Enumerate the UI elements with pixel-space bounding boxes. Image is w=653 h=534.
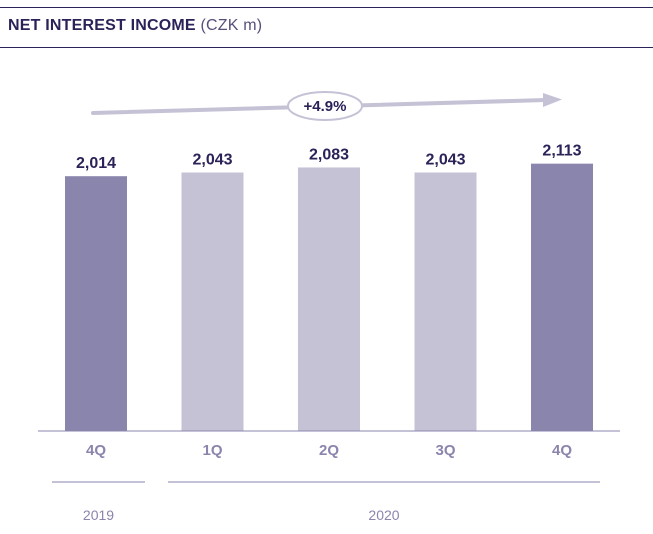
value-label-4: 2,043 — [425, 152, 465, 169]
bar-4 — [414, 172, 477, 431]
value-label-1: 2,014 — [76, 155, 116, 172]
bar-1 — [65, 176, 127, 431]
bar-3 — [298, 167, 360, 432]
bar-5 — [531, 163, 593, 432]
growth-annotation: +4.9% — [91, 91, 562, 121]
year-label-2020: 2020 — [368, 507, 399, 523]
chart-title-main: NET INTEREST INCOME — [8, 17, 196, 34]
bar-group — [65, 163, 593, 432]
category-label-4: 3Q — [435, 442, 455, 459]
value-label-3: 2,083 — [309, 146, 349, 163]
title-rule — [0, 47, 653, 48]
growth-arrow-head — [543, 93, 562, 107]
growth-label: +4.9% — [304, 98, 347, 115]
growth-badge — [287, 91, 363, 121]
chart-title: NET INTEREST INCOME (CZK m) — [8, 17, 262, 35]
value-label-5: 2,113 — [542, 143, 581, 160]
category-label-2: 1Q — [202, 442, 222, 459]
value-label-2: 2,043 — [192, 152, 232, 169]
chart-title-unit: (CZK m) — [200, 17, 263, 34]
year-label-2019: 2019 — [83, 507, 114, 523]
value-label-group: 2,014 2,043 2,083 2,043 2,113 — [76, 143, 582, 173]
bar-2 — [181, 172, 244, 431]
category-label-group: 4Q 1Q 2Q 3Q 4Q — [86, 442, 572, 459]
category-label-1: 4Q — [86, 442, 106, 459]
year-group: 2019 2020 — [52, 481, 600, 523]
top-rule — [0, 7, 653, 8]
category-label-3: 2Q — [319, 442, 339, 459]
category-label-5: 4Q — [552, 442, 572, 459]
